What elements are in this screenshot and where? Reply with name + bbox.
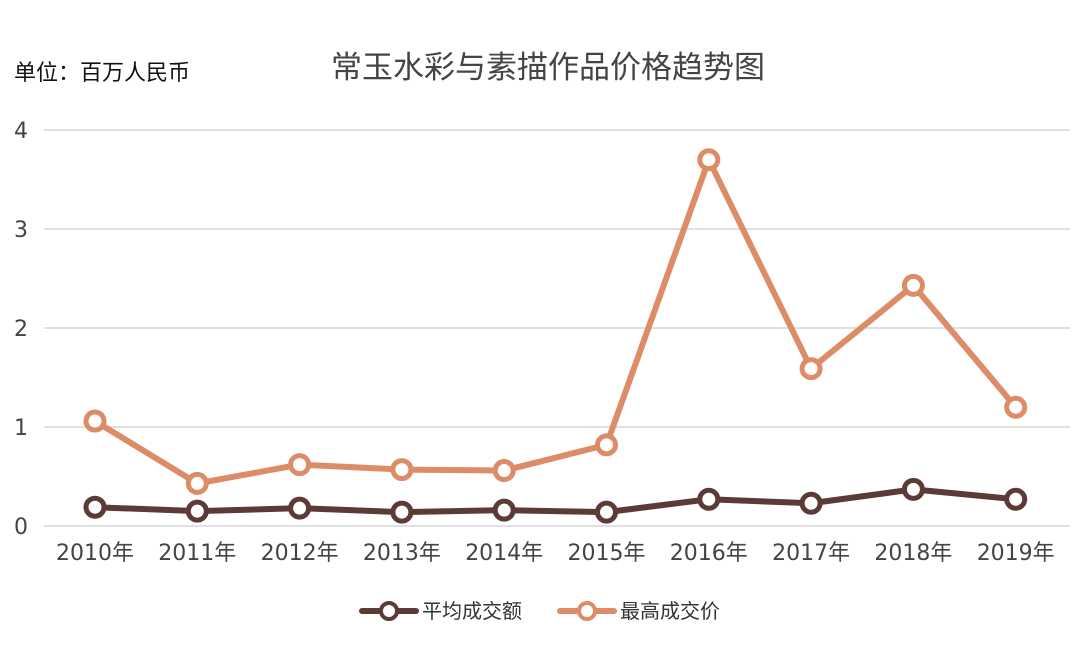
chart-title: 常玉水彩与素描作品价格趋势图 — [331, 50, 765, 86]
data-point — [83, 409, 107, 433]
y-tick-label: 2 — [14, 317, 28, 342]
legend-swatch-marker — [577, 601, 597, 621]
x-tick-label: 2015年 — [568, 541, 646, 566]
data-point — [595, 433, 618, 457]
data-point — [799, 491, 823, 515]
x-tick-label: 2013年 — [363, 541, 441, 566]
x-tick-label: 2016年 — [670, 541, 748, 566]
legend-item: 平均成交额 — [359, 599, 522, 623]
y-tick-label: 3 — [14, 218, 28, 243]
x-tick-label: 2011年 — [158, 541, 236, 566]
data-point — [492, 498, 516, 522]
data-point — [1004, 487, 1028, 511]
data-point — [595, 500, 618, 524]
data-point — [799, 357, 823, 381]
legend-item: 最高成交价 — [557, 599, 720, 623]
data-point — [697, 487, 721, 511]
x-tick-label: 2019年 — [977, 541, 1055, 566]
series-line — [92, 486, 1019, 516]
x-tick-label: 2010年 — [56, 541, 134, 566]
data-point — [185, 471, 209, 495]
series-1 — [83, 477, 1028, 524]
data-point — [83, 495, 107, 519]
legend-swatch-marker — [379, 601, 399, 621]
y-axis-ticks: 0 1 2 3 4 — [14, 119, 28, 540]
x-tick-label: 2014年 — [465, 541, 543, 566]
data-point — [901, 477, 925, 501]
data-point — [697, 148, 721, 172]
series-lines — [83, 148, 1028, 524]
legend-label: 最高成交价 — [620, 599, 720, 623]
x-tick-label: 2017年 — [772, 541, 850, 566]
data-point — [492, 459, 516, 483]
data-point — [185, 499, 209, 523]
x-tick-label: 2018年 — [874, 541, 952, 566]
data-point — [901, 273, 925, 297]
y-tick-label: 1 — [14, 416, 28, 441]
unit-label: 单位：百万人民币 — [14, 61, 190, 86]
y-tick-label: 0 — [14, 515, 28, 540]
legend: 平均成交额 最高成交价 — [359, 599, 720, 623]
series-line — [92, 156, 1019, 487]
data-point — [390, 500, 414, 524]
x-axis-ticks: 2010年 2011年 2012年 2013年 2014年 2015年 2016年 2017年… — [56, 541, 1055, 566]
y-tick-label: 4 — [14, 119, 28, 144]
data-point — [1004, 395, 1028, 419]
grid — [44, 129, 1070, 527]
data-point — [390, 458, 414, 482]
data-point — [288, 453, 312, 477]
x-tick-label: 2012年 — [261, 541, 339, 566]
data-point — [288, 496, 312, 520]
series-2 — [83, 148, 1028, 495]
legend-label: 平均成交额 — [422, 599, 522, 623]
